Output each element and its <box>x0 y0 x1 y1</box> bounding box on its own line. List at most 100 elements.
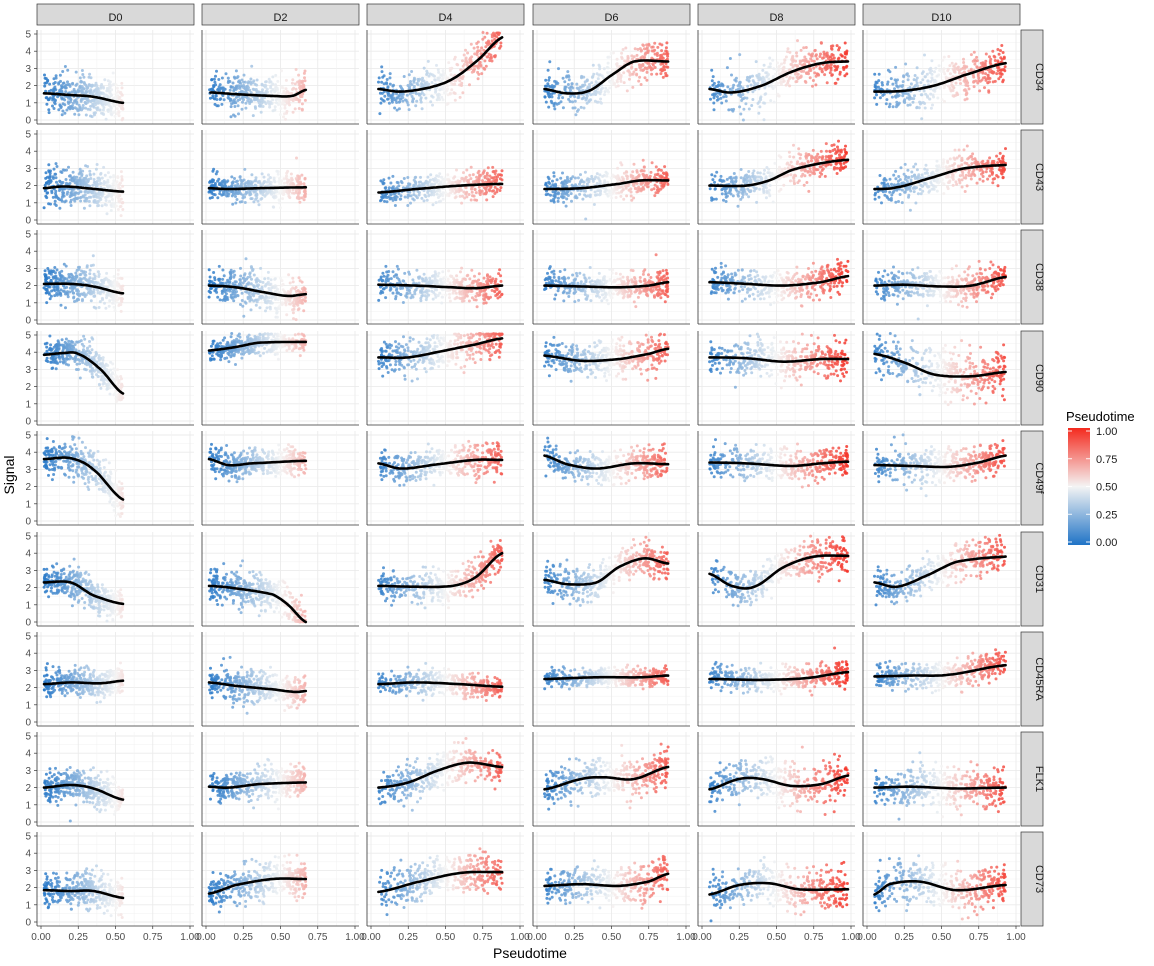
data-point <box>464 58 467 61</box>
data-point <box>501 169 504 172</box>
data-point <box>764 93 767 96</box>
data-point <box>284 107 287 110</box>
data-point <box>461 77 464 80</box>
data-point <box>947 68 950 71</box>
data-point <box>214 193 217 196</box>
data-point <box>466 52 469 55</box>
data-point <box>941 98 944 101</box>
data-point <box>229 98 232 101</box>
data-point <box>825 142 828 145</box>
data-point <box>815 53 818 56</box>
data-point <box>211 94 214 97</box>
data-point <box>420 197 423 200</box>
data-point <box>481 179 484 182</box>
data-point <box>85 114 88 117</box>
data-point <box>592 64 595 67</box>
data-point <box>499 189 502 192</box>
data-point <box>922 70 925 73</box>
data-point <box>727 108 730 111</box>
data-point <box>224 182 227 185</box>
data-point <box>112 72 115 75</box>
data-point <box>217 178 220 181</box>
data-point <box>214 75 217 78</box>
data-point <box>735 77 738 80</box>
data-point <box>52 196 55 199</box>
data-point <box>812 79 815 82</box>
data-point <box>659 63 662 66</box>
data-point <box>89 108 92 111</box>
data-point <box>58 198 61 201</box>
data-point <box>441 77 444 80</box>
data-point <box>446 194 449 197</box>
data-point <box>561 172 564 175</box>
data-point <box>625 185 628 188</box>
data-point <box>473 198 476 201</box>
data-point <box>797 152 800 155</box>
data-point <box>835 68 838 71</box>
data-point <box>408 108 411 111</box>
data-point <box>485 65 488 68</box>
data-point <box>651 161 654 164</box>
data-point <box>59 74 62 77</box>
data-point <box>877 86 880 89</box>
data-point <box>943 86 946 89</box>
data-point <box>590 81 593 84</box>
data-point <box>737 88 740 91</box>
data-point <box>403 75 406 78</box>
data-point <box>293 97 296 100</box>
data-point <box>788 77 791 80</box>
data-point <box>439 200 442 203</box>
data-point <box>446 84 449 87</box>
data-point <box>285 191 288 194</box>
data-point <box>585 79 588 82</box>
data-point <box>386 78 389 81</box>
data-point <box>416 190 419 193</box>
data-point <box>932 89 935 92</box>
data-point <box>566 190 569 193</box>
data-point <box>620 80 623 83</box>
data-point <box>996 48 999 51</box>
data-point <box>582 96 585 99</box>
panel-CD34-D8 <box>698 30 855 124</box>
data-point <box>954 94 957 97</box>
data-point <box>782 184 785 187</box>
data-point <box>438 98 441 101</box>
data-point <box>476 180 479 183</box>
data-point <box>231 182 234 185</box>
panel-CD43-D8 <box>698 130 855 224</box>
data-point <box>730 178 733 181</box>
data-point <box>548 95 551 98</box>
data-point <box>48 111 51 114</box>
data-point <box>120 82 123 85</box>
data-point <box>54 200 57 203</box>
data-point <box>421 84 424 87</box>
data-point <box>1000 69 1003 72</box>
data-point <box>102 87 105 90</box>
data-point <box>418 93 421 96</box>
data-point <box>989 62 992 65</box>
data-point <box>294 107 297 110</box>
data-point <box>841 55 844 58</box>
data-point <box>82 104 85 107</box>
data-point <box>489 57 492 60</box>
data-point <box>85 200 88 203</box>
data-point <box>746 188 749 191</box>
data-point <box>928 98 931 101</box>
data-point <box>988 71 991 74</box>
data-point <box>597 177 600 180</box>
data-point <box>478 61 481 64</box>
data-point <box>220 103 223 106</box>
data-point <box>89 196 92 199</box>
data-point <box>559 177 562 180</box>
data-point <box>580 76 583 79</box>
data-point <box>844 56 847 59</box>
data-point <box>813 49 816 52</box>
data-point <box>77 90 80 93</box>
data-point <box>577 96 580 99</box>
data-point <box>230 85 233 88</box>
data-point <box>491 176 494 179</box>
data-point <box>81 170 84 173</box>
data-point <box>439 73 442 76</box>
data-point <box>434 79 437 82</box>
data-point <box>415 92 418 95</box>
